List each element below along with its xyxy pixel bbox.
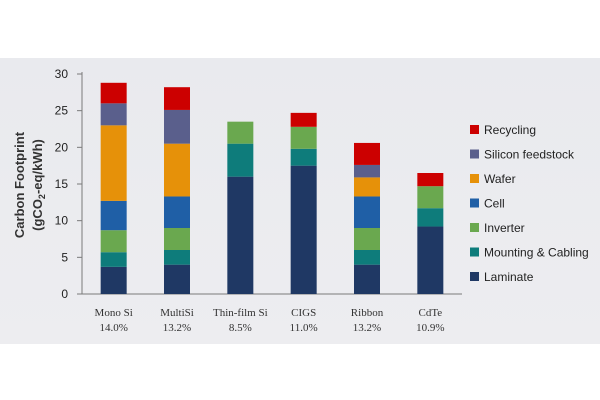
bar-segment (164, 250, 190, 265)
bar-segment (100, 200, 127, 231)
y-tick-label: 15 (55, 177, 69, 191)
y-tick-label: 0 (61, 287, 68, 301)
x-category-label: Thin-film Si (213, 307, 268, 319)
y-axis-label-line1: Carbon Footprint (12, 131, 27, 238)
legend-swatch (470, 198, 479, 208)
y-tick-label: 20 (55, 140, 69, 154)
bar-segment (354, 264, 380, 294)
bar-segment (227, 143, 254, 177)
bar-segment (164, 143, 190, 197)
legend-label: Silicon feedstock (484, 148, 575, 162)
bar-segment (354, 164, 380, 178)
bar-segment (417, 208, 444, 227)
bar-segment (164, 264, 190, 294)
legend-swatch (470, 149, 479, 159)
bar-segment (164, 109, 190, 144)
y-axis-label-line2: (gCO2-eq/kWh) (30, 139, 47, 231)
bar-segment (227, 176, 254, 294)
x-efficiency-label: 13.2% (163, 322, 191, 334)
bar-segment (100, 266, 127, 294)
bar-segment (354, 250, 380, 265)
legend-swatch (470, 125, 479, 134)
bar-segment (164, 228, 190, 250)
bar-segment (100, 103, 127, 126)
bar-segment (417, 186, 444, 209)
x-efficiency-label: 11.0% (290, 322, 318, 334)
bar-segment (290, 148, 317, 166)
x-category-label: Mono Si (95, 307, 133, 319)
x-efficiency-label: 10.9% (416, 322, 444, 334)
y-tick-label: 10 (55, 214, 69, 228)
legend-swatch (470, 272, 479, 281)
bar-segment (354, 228, 380, 250)
y-tick-label: 25 (55, 104, 69, 118)
y-tick-label: 5 (61, 250, 68, 264)
bar-segment (290, 165, 317, 294)
bar-segment (164, 87, 190, 110)
legend-label: Inverter (484, 221, 525, 235)
bar-segment (354, 177, 380, 197)
bar-segment (100, 125, 127, 201)
bar-segment (417, 173, 444, 187)
x-category-label: CIGS (291, 307, 316, 319)
bar-segment (100, 252, 127, 267)
x-category-label: MultiSi (160, 307, 194, 319)
legend-swatch (470, 247, 479, 257)
y-axis-label: Carbon Footprint (gCO2-eq/kWh) (12, 131, 47, 238)
bar-segment (417, 226, 444, 294)
bar-segment (290, 126, 317, 149)
bar-segment (100, 230, 127, 253)
bar-segment (290, 112, 317, 127)
bar-segment (100, 82, 127, 104)
legend-label: Mounting & Cabling (484, 246, 589, 260)
bar-segment (164, 196, 190, 228)
bar-segment (354, 196, 380, 228)
x-efficiency-label: 13.2% (353, 322, 381, 334)
legend-label: Cell (484, 197, 505, 211)
x-efficiency-label: 8.5% (229, 322, 252, 334)
bar-segment (227, 121, 254, 144)
x-efficiency-label: 14.0% (99, 322, 127, 334)
legend-swatch (470, 174, 479, 183)
legend-label: Recycling (484, 123, 536, 137)
x-category-label: Ribbon (351, 307, 384, 319)
bar-segment (354, 142, 380, 165)
legend-swatch (470, 223, 479, 232)
x-category-label: CdTe (418, 307, 442, 319)
y-tick-label: 30 (55, 67, 69, 81)
legend-label: Wafer (484, 172, 516, 186)
legend-label: Laminate (484, 270, 534, 284)
